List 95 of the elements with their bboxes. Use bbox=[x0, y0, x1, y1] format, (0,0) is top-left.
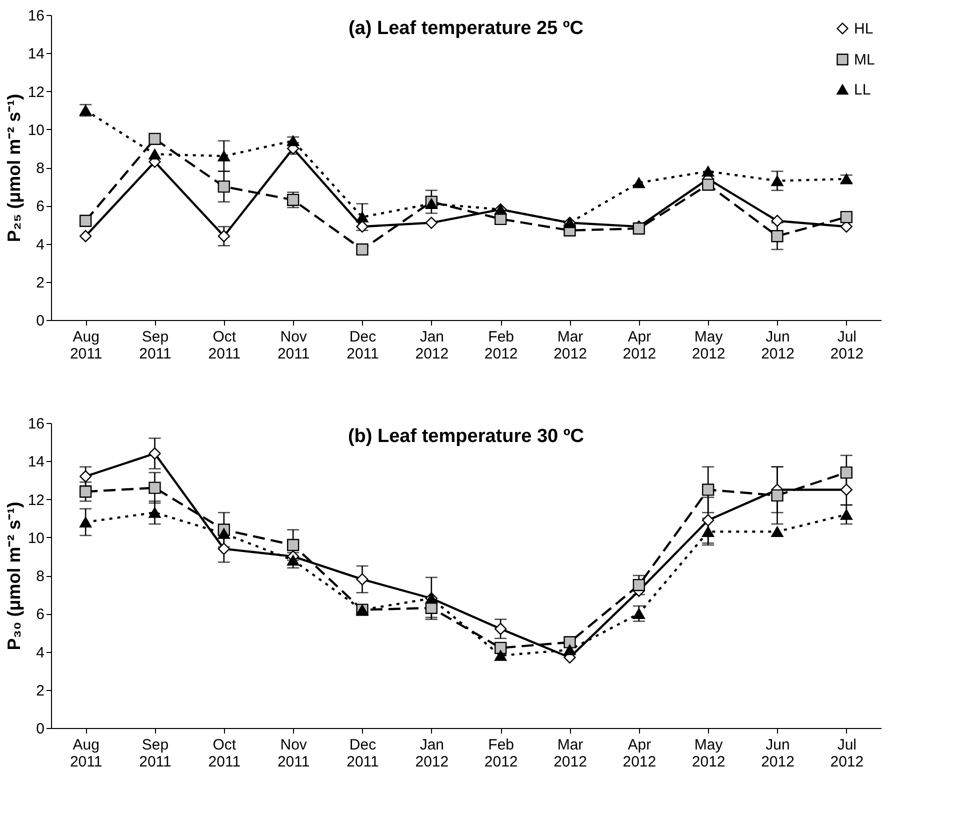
point bbox=[218, 542, 230, 555]
point bbox=[771, 230, 784, 242]
point bbox=[702, 526, 714, 537]
y-tick-label: 8 bbox=[36, 160, 44, 177]
point bbox=[564, 644, 576, 656]
point bbox=[80, 486, 92, 498]
x-tick-label: May 2012 bbox=[692, 736, 726, 770]
point bbox=[771, 526, 784, 537]
x-tick-label: Nov 2011 bbox=[277, 328, 310, 362]
point bbox=[702, 178, 714, 191]
x-tick-label: Aug 2011 bbox=[70, 736, 102, 770]
x-tick-label: Jan 2012 bbox=[415, 736, 449, 770]
y-tick-label: 12 bbox=[28, 84, 44, 101]
y-tick-label: 6 bbox=[36, 198, 44, 216]
y-tick-label: 4 bbox=[36, 236, 44, 254]
x-tick-label: May 2012 bbox=[692, 328, 726, 362]
point bbox=[840, 509, 852, 520]
point bbox=[425, 198, 438, 210]
x-tick-label: Sep 2011 bbox=[139, 736, 172, 770]
x-tick-label: Jan 2012 bbox=[415, 328, 449, 362]
point bbox=[425, 216, 438, 229]
point bbox=[218, 180, 230, 193]
point bbox=[840, 466, 852, 479]
point bbox=[356, 243, 368, 256]
point bbox=[148, 447, 161, 460]
x-tick-label: Mar 2012 bbox=[554, 328, 587, 362]
point bbox=[771, 176, 784, 186]
point bbox=[632, 608, 645, 619]
x-tick-label: Jun 2012 bbox=[761, 736, 794, 770]
y-tick-label: 0 bbox=[36, 720, 44, 738]
point bbox=[148, 507, 161, 518]
point bbox=[632, 177, 645, 188]
point bbox=[702, 514, 714, 526]
x-tick-label: Mar 2012 bbox=[554, 736, 587, 770]
x-tick-label: Oct 2011 bbox=[208, 328, 241, 362]
x-tick-label: Apr 2012 bbox=[622, 328, 656, 362]
y-tick-label: 10 bbox=[28, 122, 44, 139]
point bbox=[494, 622, 507, 635]
x-tick-label: Nov 2011 bbox=[277, 736, 310, 770]
point bbox=[148, 148, 161, 160]
point bbox=[80, 230, 92, 242]
x-tick-label: Feb 2012 bbox=[484, 328, 518, 362]
x-tick-label: Jul 2012 bbox=[830, 736, 864, 770]
point bbox=[564, 636, 576, 648]
x-tick-label: Dec 2011 bbox=[346, 328, 379, 362]
point bbox=[218, 230, 230, 242]
point bbox=[287, 538, 300, 552]
y-tick-label: 10 bbox=[28, 530, 44, 547]
point bbox=[840, 210, 852, 224]
point bbox=[80, 214, 92, 227]
y-tick-label: 16 bbox=[28, 8, 44, 24]
point bbox=[494, 642, 507, 654]
point bbox=[148, 132, 161, 145]
chart-title: (b) Leaf temperature 30 ºC bbox=[348, 426, 584, 447]
point bbox=[632, 578, 645, 592]
x-tick-label: Oct 2011 bbox=[208, 736, 241, 770]
point bbox=[287, 554, 300, 566]
x-tick-label: Jun 2012 bbox=[761, 328, 794, 362]
y-tick-label: 12 bbox=[28, 492, 44, 509]
point bbox=[356, 573, 368, 586]
point bbox=[771, 214, 784, 227]
point bbox=[702, 166, 714, 177]
y-axis-title: P₂₅ (μmol m⁻² s⁻¹) bbox=[4, 94, 24, 242]
y-axis-title: P₃₀ (μmol m⁻² s⁻¹) bbox=[4, 502, 24, 650]
point bbox=[494, 650, 507, 661]
point bbox=[218, 150, 230, 162]
chart-title: (a) Leaf temperature 25 ºC bbox=[348, 18, 584, 39]
point bbox=[80, 470, 92, 482]
point bbox=[356, 212, 368, 222]
y-tick-label: 2 bbox=[36, 682, 44, 700]
point bbox=[840, 484, 852, 496]
y-tick-label: 8 bbox=[36, 568, 44, 585]
point bbox=[771, 489, 784, 502]
y-tick-label: 2 bbox=[36, 274, 44, 292]
y-tick-label: 0 bbox=[36, 312, 44, 330]
y-tick-label: 4 bbox=[36, 644, 44, 662]
y-tick-label: 16 bbox=[28, 416, 44, 432]
y-tick-label: 14 bbox=[28, 454, 44, 471]
point bbox=[287, 194, 300, 206]
x-tick-label: Aug 2011 bbox=[70, 328, 102, 362]
x-tick-label: Dec 2011 bbox=[346, 736, 379, 770]
point bbox=[148, 482, 161, 494]
x-tick-label: Sep 2011 bbox=[139, 328, 172, 362]
point bbox=[80, 516, 92, 528]
y-tick-label: 6 bbox=[36, 606, 44, 624]
legend-label: ML bbox=[854, 52, 875, 68]
x-tick-label: Feb 2012 bbox=[484, 736, 518, 770]
point bbox=[356, 220, 368, 233]
legend-label: LL bbox=[854, 82, 871, 98]
x-tick-label: Apr 2012 bbox=[622, 736, 656, 770]
x-tick-label: Jul 2012 bbox=[830, 328, 864, 362]
legend-label: HL bbox=[854, 20, 874, 38]
point bbox=[702, 484, 714, 496]
point bbox=[218, 528, 230, 539]
y-tick-label: 14 bbox=[28, 46, 44, 63]
